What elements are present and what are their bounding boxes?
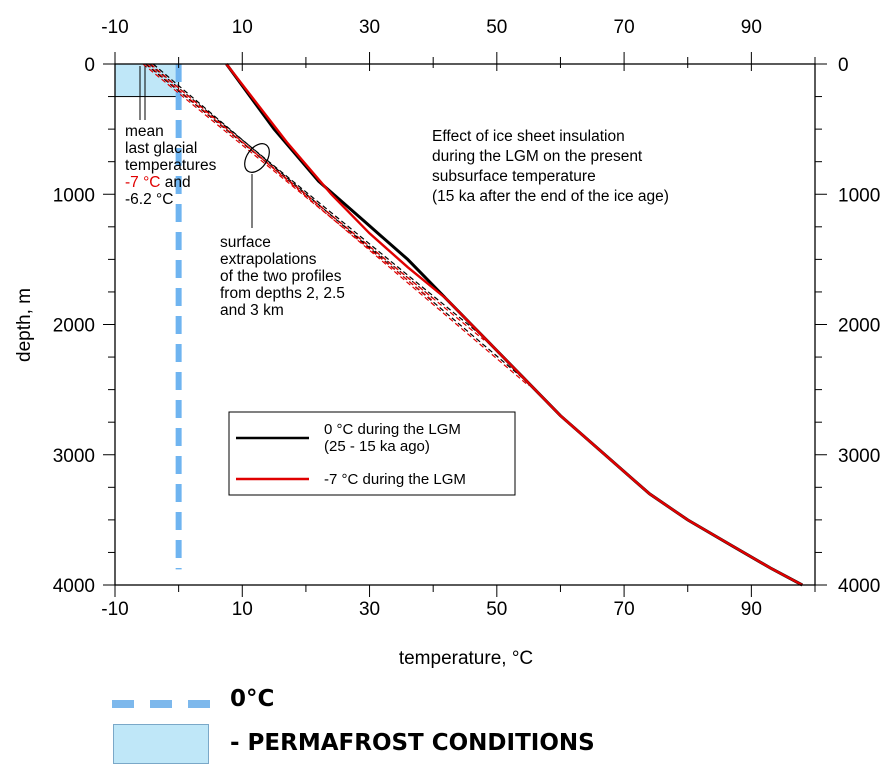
mean-and: and (160, 174, 190, 191)
mean-annotation-line: last glacial (125, 140, 197, 157)
mean-annotation-last: -6.2 °C (125, 191, 173, 208)
y-tick-label-right: 3000 (838, 446, 880, 467)
y-tick-label-right: 1000 (838, 185, 880, 206)
legend-box (228, 411, 516, 496)
legend-label-0: (25 - 15 ka ago) (324, 438, 430, 455)
effect-annotation-line: during the LGM on the present (432, 148, 643, 165)
x-tick-label-bottom: 30 (359, 599, 380, 620)
extrapolation-line-2 (152, 63, 530, 384)
surface-annotation-line: surface (220, 234, 271, 251)
surface-annotation-line: from depths 2, 2.5 (220, 285, 345, 302)
x-tick-label-bottom: 50 (486, 599, 507, 620)
mean-annotation-line: mean (125, 123, 164, 140)
zero-degree-dash-sample (112, 700, 212, 708)
surface-annotation-line: extrapolations (220, 251, 317, 268)
effect-annotation-line: (15 ka after the end of the ice age) (432, 188, 669, 205)
mean-annotation-temps: -7 °C and (125, 174, 191, 191)
x-tick-label-bottom: 10 (232, 599, 253, 620)
surface-annotation-line: and 3 km (220, 302, 284, 319)
x-tick-label-bottom: -10 (101, 599, 128, 620)
x-tick-label-top: 10 (232, 17, 253, 38)
y-tick-label-left: 1000 (53, 185, 95, 206)
map-key: 0°C - PERMAFROST CONDITIONS (112, 676, 712, 764)
y-tick-label-left: 3000 (53, 446, 95, 467)
extrapolation-line-1 (148, 63, 485, 338)
permafrost-key-label: - PERMAFROST CONDITIONS (230, 730, 595, 756)
extrapolation-line-3 (142, 63, 434, 302)
mean-annotation-line: temperatures (125, 157, 217, 174)
x-tick-label-top: 70 (614, 17, 635, 38)
series-line-1 (225, 63, 803, 587)
y-tick-label-right: 0 (838, 55, 849, 76)
x-tick-label-bottom: 90 (741, 599, 762, 620)
y-tick-label-right: 4000 (838, 576, 880, 597)
x-tick-label-top: 50 (486, 17, 507, 38)
effect-annotation-line: subsurface temperature (432, 168, 596, 185)
x-tick-label-top: 90 (741, 17, 762, 38)
mean-red-value: -7 °C (125, 174, 160, 191)
y-tick-label-left: 2000 (53, 316, 95, 337)
effect-annotation-line: Effect of ice sheet insulation (432, 128, 625, 145)
x-tick-label-top: 30 (359, 17, 380, 38)
y-tick-label-left: 4000 (53, 576, 95, 597)
legend-label-0: 0 °C during the LGM (324, 421, 461, 438)
legend-label-1: -7 °C during the LGM (324, 471, 466, 488)
extrapolation-line-5 (150, 63, 530, 387)
zero-degree-key-label: 0°C (230, 686, 275, 712)
x-tick-label-top: -10 (101, 17, 128, 38)
permafrost-swatch (113, 724, 209, 764)
extrapolation-ellipse (244, 143, 270, 173)
x-tick-label-bottom: 70 (614, 599, 635, 620)
y-tick-label-left: 0 (84, 55, 95, 76)
y-tick-label-right: 2000 (838, 316, 880, 337)
y-axis-title: depth, m (14, 288, 35, 362)
permafrost-box (114, 63, 180, 98)
surface-annotation-line: of the two profiles (220, 268, 342, 285)
x-axis-title: temperature, °C (399, 648, 533, 669)
extrapolation-line-4 (146, 63, 485, 341)
